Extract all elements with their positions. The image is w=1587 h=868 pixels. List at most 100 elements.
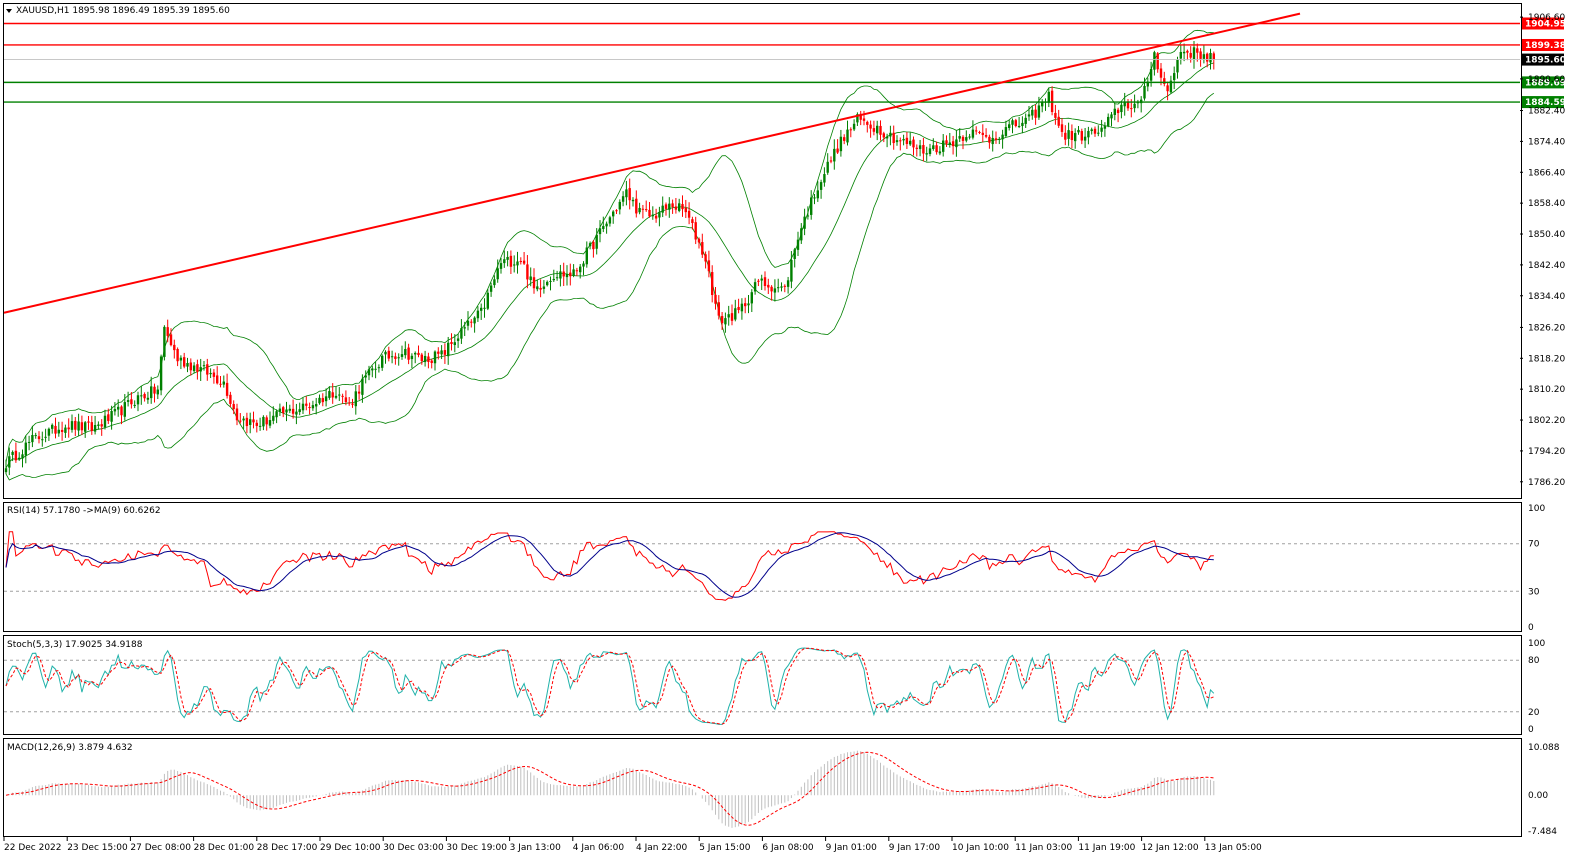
- candle-body: [64, 427, 67, 433]
- rsi-panel: [3, 502, 1522, 632]
- candle-body: [1077, 129, 1080, 133]
- candle-body: [1090, 129, 1093, 132]
- candle-body: [394, 356, 397, 359]
- candle-body: [734, 308, 737, 320]
- candle-body: [153, 386, 156, 394]
- macd-tick-label: -7.484: [1528, 827, 1557, 837]
- candle-body: [605, 223, 608, 227]
- candle-body: [621, 196, 625, 202]
- candle-body: [618, 201, 621, 210]
- candle-body: [661, 205, 664, 213]
- candle-body: [272, 415, 275, 421]
- candle-body: [1120, 104, 1123, 113]
- price-tick-label: 1906.60: [1528, 13, 1565, 23]
- candle-body: [717, 302, 720, 316]
- candle-body: [384, 351, 387, 355]
- candle-body: [882, 133, 885, 138]
- candle-body: [460, 328, 463, 339]
- candle-body: [942, 140, 945, 152]
- candle-body: [1054, 112, 1057, 118]
- time-label: 13 Jan 05:00: [1205, 843, 1262, 853]
- candle-body: [984, 134, 988, 137]
- candle-body: [450, 342, 453, 345]
- candle-body: [414, 352, 417, 355]
- candle-body: [562, 271, 565, 277]
- candle-body: [430, 360, 433, 363]
- candle-body: [235, 408, 239, 421]
- candle-body: [1031, 109, 1034, 116]
- candle-body: [466, 320, 470, 326]
- candle-body: [513, 264, 516, 266]
- candle-body: [344, 397, 348, 403]
- candle-body: [872, 128, 876, 132]
- candle-body: [1083, 136, 1087, 141]
- candle-body: [885, 136, 889, 139]
- rsi-ma-line: [5, 532, 1214, 598]
- candle-body: [750, 292, 753, 304]
- candle-body: [988, 136, 991, 143]
- candle-body: [150, 386, 153, 399]
- time-label: 30 Dec 19:00: [446, 843, 507, 853]
- candle-body: [338, 394, 341, 396]
- price-tick-label: 1818.20: [1528, 354, 1565, 364]
- candle-body: [1014, 120, 1017, 127]
- candle-body: [516, 261, 519, 266]
- candle-body: [24, 442, 27, 456]
- candle-body: [711, 272, 714, 296]
- candle-body: [146, 397, 150, 400]
- candle-body: [486, 292, 489, 309]
- candle-body: [183, 357, 186, 367]
- candle-body: [658, 212, 661, 218]
- candle-body: [97, 424, 100, 426]
- candle-body: [1159, 68, 1163, 78]
- candle-body: [1087, 130, 1090, 138]
- candle-body: [582, 263, 585, 267]
- candle-body: [958, 136, 961, 139]
- candle-body: [364, 375, 367, 378]
- candle-body: [1103, 126, 1107, 129]
- candle-body: [291, 408, 295, 414]
- candle-body: [1163, 78, 1166, 84]
- candle-body: [1202, 54, 1206, 59]
- candle-body: [348, 402, 351, 404]
- candle-body: [192, 365, 196, 372]
- collapse-triangle-icon[interactable]: [6, 9, 12, 13]
- candle-body: [691, 219, 694, 224]
- candle-body: [156, 389, 159, 395]
- candle-body: [397, 357, 400, 359]
- level-tag-2: [1522, 76, 1564, 89]
- candle-body: [367, 369, 371, 376]
- candle-body: [288, 408, 291, 411]
- candle-body: [687, 210, 691, 218]
- candle-body: [1067, 130, 1070, 139]
- candle-body: [21, 454, 24, 459]
- candle-body: [476, 310, 480, 319]
- candle-body: [265, 417, 268, 425]
- candle-body: [889, 132, 892, 137]
- candle-body: [222, 381, 225, 385]
- candle-body: [843, 137, 846, 141]
- candle-body: [298, 409, 301, 413]
- candle-body: [1116, 109, 1120, 114]
- candle-body: [740, 303, 744, 312]
- candle-body: [242, 418, 245, 421]
- price-tick-label: 1802.20: [1528, 416, 1565, 426]
- candle-body: [938, 151, 942, 154]
- candle-body: [34, 435, 37, 437]
- candle-body: [404, 349, 407, 356]
- candle-body: [744, 303, 747, 307]
- main-header: XAUUSD,H1 1895.98 1896.49 1895.39 1895.6…: [16, 6, 230, 16]
- candle-body: [753, 282, 757, 292]
- candle-body: [1143, 85, 1146, 99]
- candle-body: [760, 278, 763, 281]
- candle-body: [899, 140, 902, 142]
- candle-body: [1008, 124, 1011, 128]
- candle-body: [671, 203, 674, 208]
- candle-body: [615, 210, 618, 212]
- candle-body: [410, 355, 414, 360]
- candle-body: [915, 147, 918, 149]
- candle-body: [1113, 108, 1116, 115]
- candle-body: [87, 421, 90, 423]
- candle-body: [8, 456, 11, 468]
